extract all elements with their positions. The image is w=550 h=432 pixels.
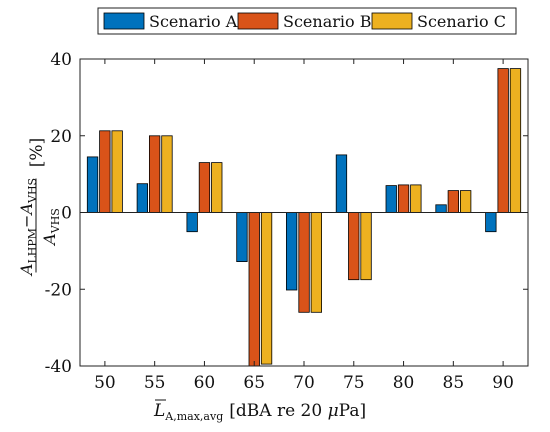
- bar-scenario-b-85: [447, 190, 460, 213]
- bar-scenario-a-55: [136, 183, 149, 213]
- y-tick-label: 40: [50, 50, 72, 70]
- bar-scenario-c-80: [410, 184, 422, 213]
- y-tick-label: -20: [45, 280, 72, 300]
- legend[interactable]: Scenario A Scenario B Scenario C: [97, 7, 517, 35]
- y-axis-label-unit: [%]: [27, 138, 47, 167]
- bar-scenario-a-80: [385, 185, 397, 213]
- x-tick-label: 55: [144, 373, 166, 393]
- y-axis-label: ALHPM−AVHS AVHS [%]: [17, 138, 62, 277]
- bar-scenario-a-85: [435, 204, 447, 213]
- bar-scenario-b-70: [298, 212, 310, 313]
- bar-scenario-a-65: [236, 212, 248, 262]
- x-axis-label-text: LA,max,avg [dBA re 20 μPa]: [153, 401, 366, 423]
- bar-scenario-a-90: [485, 212, 497, 233]
- y-tick-label: -40: [45, 357, 72, 377]
- legend-swatch-scenario-b: [237, 12, 279, 30]
- bar-scenario-a-75: [335, 154, 348, 213]
- legend-label-scenario-b: Scenario B: [283, 12, 371, 31]
- legend-box: [97, 7, 517, 35]
- bar-scenario-c-75: [360, 212, 372, 281]
- x-tick-label: 65: [243, 373, 265, 393]
- legend-swatch-scenario-c: [371, 12, 413, 30]
- bar-scenario-b-55: [148, 135, 161, 214]
- bar-scenario-c-55: [161, 135, 173, 214]
- bar-scenario-a-60: [186, 212, 198, 233]
- x-tick-label: 70: [293, 373, 315, 393]
- bar-scenario-b-90: [497, 68, 509, 213]
- bar-scenario-b-75: [348, 212, 360, 281]
- bar-scenario-c-65: [260, 212, 273, 365]
- legend-label-scenario-a: Scenario A: [149, 12, 238, 31]
- bar-scenario-c-85: [459, 190, 472, 213]
- x-tick-label: 85: [443, 373, 465, 393]
- bar-scenario-c-50: [111, 130, 123, 213]
- x-tick-label: 80: [393, 373, 415, 393]
- bar-scenario-c-60: [211, 162, 223, 213]
- bars-group: [86, 68, 522, 367]
- ticks-group: -40 -20 0 20 40 50 55 60 65 70 75 80 85 90: [45, 50, 528, 393]
- bar-scenario-c-70: [310, 212, 323, 313]
- x-tick-label: 50: [94, 373, 116, 393]
- bar-scenario-a-70: [285, 212, 298, 291]
- x-tick-label: 60: [194, 373, 216, 393]
- legend-swatch-scenario-a: [103, 12, 145, 30]
- bar-scenario-a-50: [86, 156, 99, 213]
- x-tick-label: 75: [343, 373, 365, 393]
- bar-scenario-b-60: [198, 162, 211, 213]
- y-axis-label-denominator: AVHS: [40, 208, 62, 247]
- bar-scenario-b-50: [99, 130, 111, 213]
- bar-scenario-b-80: [397, 184, 410, 213]
- bar-scenario-c-90: [509, 68, 522, 213]
- legend-label-scenario-c: Scenario C: [417, 12, 506, 31]
- y-tick-label: 0: [61, 204, 72, 224]
- y-tick-label: 20: [50, 127, 72, 147]
- bar-scenario-b-65: [248, 212, 260, 367]
- x-axis-label: LA,max,avg [dBA re 20 μPa]: [153, 399, 366, 423]
- x-tick-label: 90: [492, 373, 514, 393]
